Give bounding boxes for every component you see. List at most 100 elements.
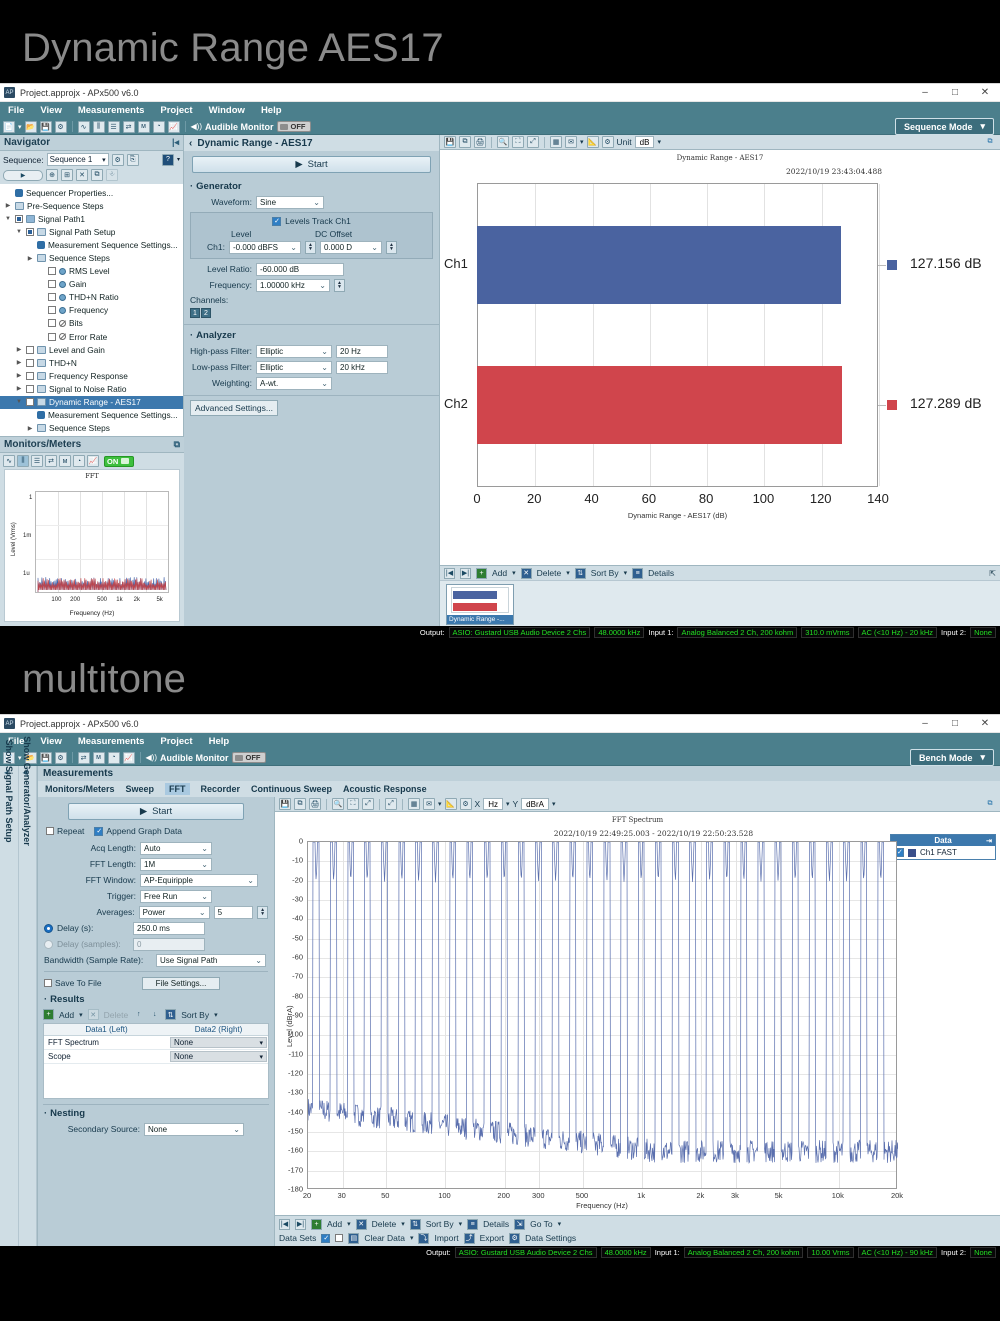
run-sequence-button[interactable]: ▶ [3,170,43,181]
clear-data-button[interactable]: Clear Data [364,1233,405,1243]
add-icon[interactable]: + [43,1009,54,1020]
tree-item[interactable]: ▶ Sequence Steps [0,251,183,264]
output-device[interactable]: ASIO: Gustard USB Audio Device 2 Chs [455,1247,597,1258]
x-unit-select[interactable]: Hz [483,798,503,810]
tree-expand-arrow[interactable]: ▶ [15,385,23,392]
new-project-icon[interactable]: 📄 [3,121,15,133]
highpass-select[interactable]: Elliptic [256,345,332,358]
delete-icon[interactable]: ✕ [76,169,88,181]
fft-icon[interactable]: ⫼ [17,455,29,467]
navigator-tree[interactable]: Sequencer Properties... ▶ Pre-Sequence Ste… [0,184,183,436]
swap-icon[interactable]: ⇄ [123,121,135,133]
delete-icon[interactable]: ✕ [356,1219,367,1230]
audible-monitor-toggle[interactable]: OFF [277,121,311,132]
save-graph-icon[interactable]: 💾 [444,136,456,148]
start-button[interactable]: ▶ Start [68,803,244,820]
close-button[interactable]: ✕ [970,84,1000,102]
input2-value[interactable]: None [970,627,996,638]
last-result-icon[interactable]: ▶| [295,1219,306,1230]
checkbox-icon[interactable] [48,267,56,275]
meter-icon[interactable]: ᴍ [93,752,105,764]
output-sample-rate[interactable]: 48.0000 kHz [601,1247,651,1258]
bar-ch1[interactable] [477,226,841,304]
collapse-pane-icon[interactable]: |◂ [172,137,179,148]
delay-seconds-input[interactable]: 250.0 ms [133,922,205,935]
save-project-icon[interactable]: 💾 [40,121,52,133]
add-icon[interactable]: + [311,1219,322,1230]
zoom-icon[interactable]: 🔍 [332,798,344,810]
ch1-dc-offset-input[interactable]: 0.000 D [320,241,382,254]
tree-item[interactable]: RMS Level [0,265,183,278]
tree-item[interactable]: Error Rate [0,330,183,343]
duplicate-icon[interactable]: ⧉ [91,169,103,181]
move-up-icon[interactable]: ↑ [133,1009,144,1020]
expand-icon[interactable]: ⤢ [527,136,539,148]
export-icon[interactable]: ⤴ [464,1233,475,1244]
ch1-level-input[interactable]: -0.000 dBFS [229,241,301,254]
go-to-button[interactable]: Go To [530,1219,553,1229]
start-button[interactable]: ▶ Start [192,156,431,173]
tree-item[interactable]: Gain [0,278,183,291]
menu-window[interactable]: Window [209,105,245,116]
tree-item[interactable]: ▼ Signal Path Setup [0,225,183,238]
checkbox-icon[interactable] [15,215,23,223]
sort-icon[interactable]: ⇅ [165,1009,176,1020]
data-settings-button[interactable]: Data Settings [525,1233,576,1243]
channel-selector[interactable]: 1 2 [184,307,439,322]
tree-expand-arrow[interactable]: ▶ [4,202,12,209]
data-sets-checkbox-checked[interactable] [321,1234,330,1243]
cursor-icon[interactable]: ✉ [423,798,435,810]
table-row[interactable]: Scope None [44,1050,268,1064]
tree-item[interactable]: ▶ Pre-Sequence Steps [0,199,183,212]
menu-project[interactable]: Project [160,105,192,116]
input1-bandwidth[interactable]: AC (<10 Hz) - 20 kHz [858,627,937,638]
export-button[interactable]: Export [480,1233,505,1243]
tree-item[interactable]: Frequency [0,304,183,317]
results-add-button[interactable]: Add [59,1010,74,1020]
checkbox-icon[interactable] [26,398,34,406]
fft-window-select[interactable]: AP-Equiripple [140,874,258,887]
trigger-select[interactable]: Free Run [140,890,212,903]
import-icon[interactable]: ⤵ [418,1233,429,1244]
expand-tray-icon[interactable]: ⇱ [989,569,996,578]
tab-acoustic-response[interactable]: Acoustic Response [343,784,427,794]
data-sets-checkbox-empty[interactable] [335,1234,343,1242]
copy-graph-icon[interactable]: ⧉ [294,798,306,810]
checkbox-icon[interactable] [48,306,56,314]
legend-item[interactable]: Ch1 FAST [891,846,995,859]
tab-monitors-meters[interactable]: Monitors/Meters [45,784,115,794]
copy-graph-icon[interactable]: ⧉ [459,136,471,148]
monitors-fft-graph[interactable]: FFT Level (Vrms) 1 1m 1u 100 200 500 1k 2k 5k… [4,469,180,622]
averages-stepper[interactable]: ▲ ▼ [257,906,268,919]
fft-length-select[interactable]: 1M [140,858,212,871]
limits-icon[interactable]: 📐 [445,798,457,810]
levels-icon[interactable]: ☰ [31,455,43,467]
delay-seconds-radio[interactable] [44,924,53,933]
popout-graph-icon[interactable]: ⧉ [984,798,996,810]
tab-sweep[interactable]: Sweep [126,784,155,794]
sequence-copy-icon[interactable]: ⎘ [127,154,139,166]
menu-help[interactable]: Help [261,105,282,116]
data-settings-icon[interactable]: ⚙ [509,1233,520,1244]
tab-continuous-sweep[interactable]: Continuous Sweep [251,784,332,794]
clock-icon[interactable]: ◔ [108,752,120,764]
gear-icon[interactable]: ⚙ [55,121,67,133]
checkbox-icon[interactable] [26,372,34,380]
tree-item[interactable]: ▶ Level and Gain [0,343,183,356]
graph-settings-icon[interactable]: ⚙ [460,798,472,810]
delete-button[interactable]: Delete [372,1219,397,1229]
level-ratio-input[interactable]: -60.000 dB [256,263,344,276]
tab-show-generator-analyzer[interactable]: ◂| Show Generator/Analyzer [19,766,38,1246]
menu-view[interactable]: View [40,105,61,116]
unit-select[interactable]: dB [635,136,655,148]
results-sort-by-button[interactable]: Sort By [181,1010,209,1020]
add-measurement-icon[interactable]: ⊕ [46,169,58,181]
clock-icon[interactable]: ◔ [153,121,165,133]
weighting-select[interactable]: A-wt. [256,377,332,390]
tab-fft[interactable]: FFT [165,783,190,795]
pin-icon[interactable]: ⇥ [986,837,992,845]
trend-icon[interactable]: 📈 [168,121,180,133]
tree-expand-arrow[interactable]: ▼ [4,216,12,222]
advanced-settings-button[interactable]: Advanced Settings... [190,400,278,416]
ch1-dc-offset-stepper[interactable]: ▲ ▼ [386,241,397,254]
